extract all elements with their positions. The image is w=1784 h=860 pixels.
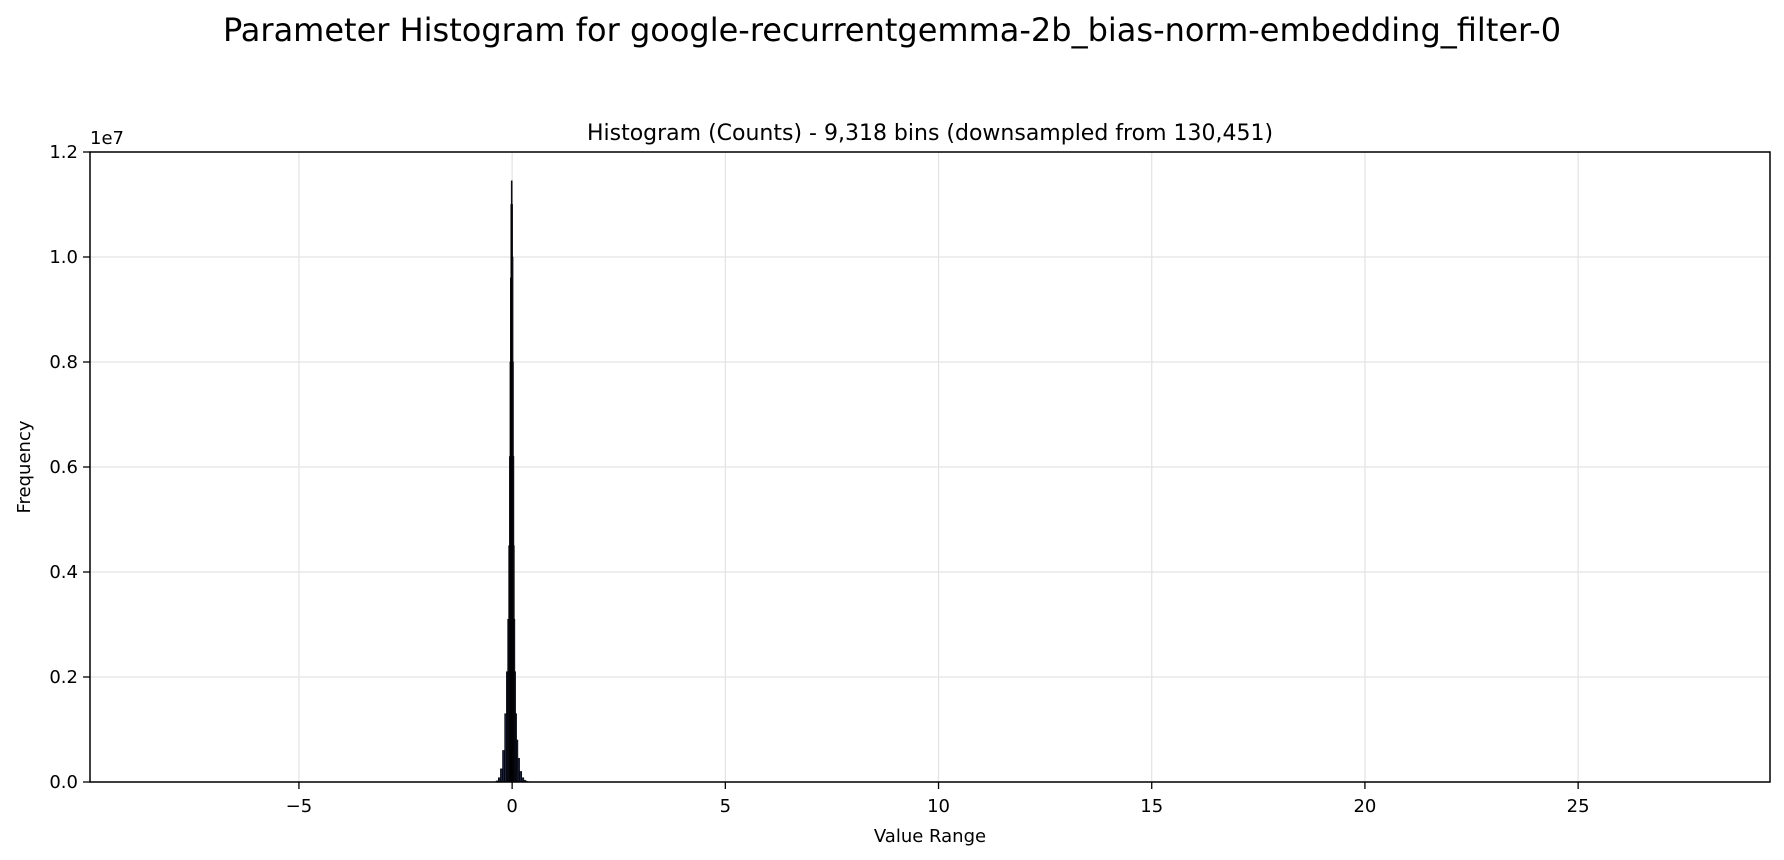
x-axis-label: Value Range [874,826,986,847]
chart-title: Histogram (Counts) - 9,318 bins (downsam… [587,121,1273,146]
x-tick-label: −5 [286,796,313,817]
y-tick-label: 1.0 [49,247,78,268]
y-tick-label: 0.4 [49,562,78,583]
x-tick-label: 10 [927,796,950,817]
x-tick-label: 20 [1353,796,1376,817]
y-axis-label: Frequency [14,420,35,513]
y-tick-label: 0.2 [49,667,78,688]
x-tick-label: 5 [720,796,731,817]
x-tick-label: 0 [506,796,517,817]
histogram-bar [502,750,505,783]
y-tick-label: 0.8 [49,352,78,373]
histogram-bar [519,771,523,783]
grid-lines [90,151,1770,783]
y-axis-ticks: 0.0 0.2 0.4 0.6 0.8 1.0 1.2 [49,142,90,793]
figure-title: Parameter Histogram for google-recurrent… [222,11,1562,49]
y-axis-offset-label: 1e7 [90,128,124,149]
histogram-bar [500,768,503,783]
x-tick-label: 25 [1567,796,1590,817]
x-tick-label: 15 [1140,796,1163,817]
y-tick-label: 1.2 [49,142,78,163]
y-tick-label: 0.6 [49,457,78,478]
histogram-bars [495,180,529,783]
y-tick-label: 0.0 [49,772,78,793]
x-axis-ticks: −5 0 5 10 15 20 25 [286,782,1590,817]
